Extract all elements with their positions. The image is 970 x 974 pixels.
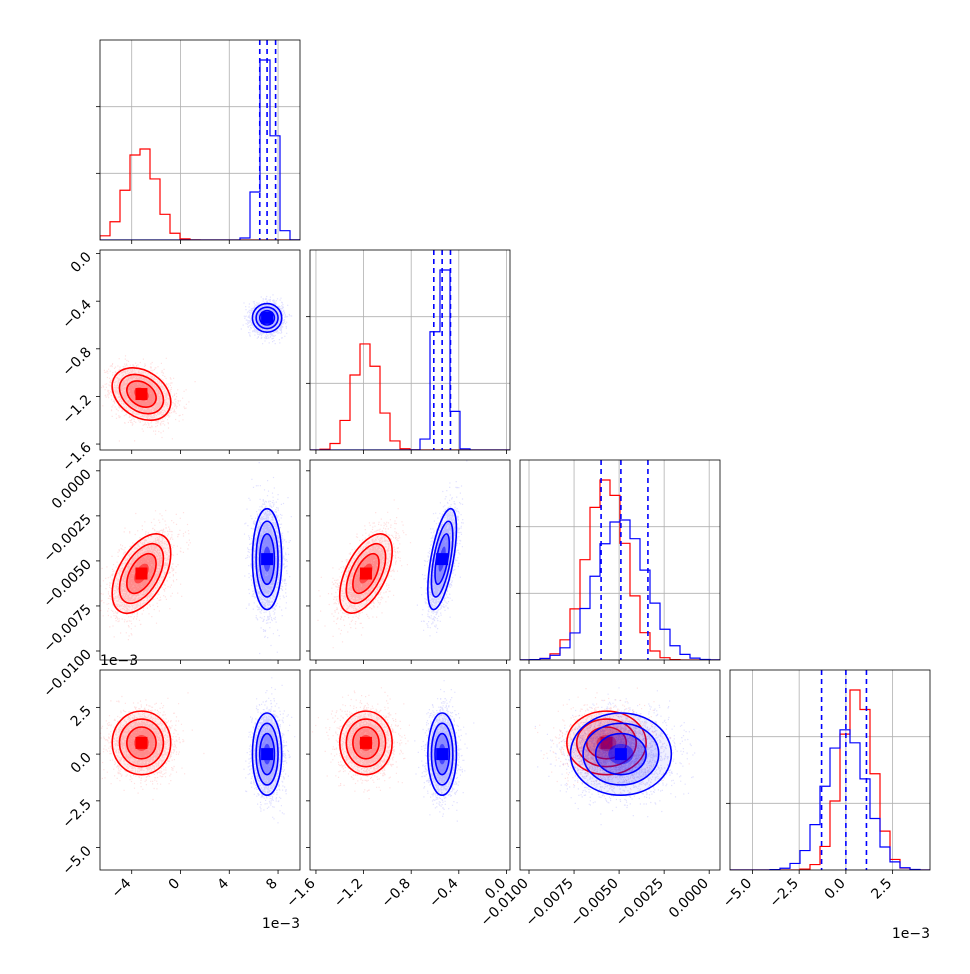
panel-content-2-0 [100,462,292,660]
y-tick-label: 2.5 [68,703,95,730]
y-tick-label: −1.6 [59,440,94,475]
panel-content-3-3 [730,670,930,870]
x-offset-label-param4: 1e−3 [892,926,930,942]
histogram-blue [100,59,300,240]
panel-content-2-2 [520,460,720,660]
density-peak-blue [261,553,274,566]
x-tick-label: −0.0025 [613,876,667,930]
histogram-red [100,148,300,240]
x-tick-label: −0.4 [426,875,461,910]
panel-frame [99,39,301,241]
x-tick-label: 0.0000 [666,876,712,922]
density-peak-red [135,736,148,749]
panel-0-0 [96,39,301,244]
x-tick-label: 0 [166,876,184,894]
x-tick-label: −0.0075 [523,876,577,930]
panel-2-0 [96,459,301,664]
panel-content-2-1 [317,460,468,649]
density-peak-red [359,736,372,749]
density-peak-blue [614,748,627,761]
histogram-red [310,343,510,450]
density-peak-blue [261,311,274,324]
histogram-blue [730,729,930,870]
panel-content-3-2 [534,687,696,826]
y-tick-label: −0.0025 [41,511,95,565]
density-peak-red [135,567,148,580]
x-tick-label: −0.8 [379,876,414,911]
scatter-points-blue [416,460,468,637]
panel-frame [519,459,721,661]
x-tick-label: 2.5 [868,876,895,903]
panel-frame [729,669,931,871]
panel-content-0-0 [100,40,300,240]
x-tick-label: 0.0 [822,876,849,903]
density-peak-blue [436,748,449,761]
panel-3-2 [516,669,721,874]
density-peak-red [359,567,372,580]
y-tick-label: −1.2 [59,392,94,427]
panel-frame [99,669,301,871]
panel-1-1 [306,249,511,454]
y-tick-label: −0.0050 [41,556,95,610]
panel-frame [519,669,721,871]
panel-content-1-0 [101,294,293,442]
panel-3-3 [726,669,931,874]
panel-frame [309,459,511,661]
x-tick-label: −4 [109,875,135,901]
y-tick-label: −0.0100 [41,647,95,701]
panel-frame [99,249,301,451]
y-offset-label-param4: 1e−3 [100,653,138,669]
panel-2-2 [516,459,721,664]
panel-1-0 [96,249,301,454]
density-peak-red [135,388,148,401]
x-tick-label: −1.2 [331,876,366,911]
density-peak-blue [436,553,449,566]
scatter-points-red [100,692,205,801]
y-tick-label: −0.4 [59,297,94,332]
x-tick-label: −2.5 [767,876,802,911]
panel-frame [309,249,511,451]
panel-3-1 [306,669,511,874]
y-tick-label: −5.0 [59,843,94,878]
x-tick-label: −1.6 [283,875,318,910]
histogram-red [520,479,720,660]
x-offset-label-param1: 1e−3 [262,916,300,932]
x-tick-label: 8 [263,876,281,894]
panel-content-3-0 [100,677,296,824]
panel-frame [309,669,511,871]
x-tick-label: −5.0 [720,876,755,911]
x-tick-label: 4 [214,875,232,893]
y-tick-label: −0.8 [59,344,94,379]
y-tick-label: 0.0 [68,750,95,777]
panel-2-1 [306,459,511,664]
panel-content-3-1 [311,680,475,822]
panel-frame [99,459,301,661]
scatter-points-red [101,355,196,442]
histogram-blue [520,519,720,660]
density-peak-blue [261,748,274,761]
panel-content-1-1 [310,250,510,450]
y-tick-label: 0.0 [68,249,95,276]
x-tick-label: −0.0050 [568,876,622,930]
y-tick-label: −0.0075 [41,601,95,655]
y-tick-label: −2.5 [59,796,94,831]
panel-3-0 [96,669,301,874]
